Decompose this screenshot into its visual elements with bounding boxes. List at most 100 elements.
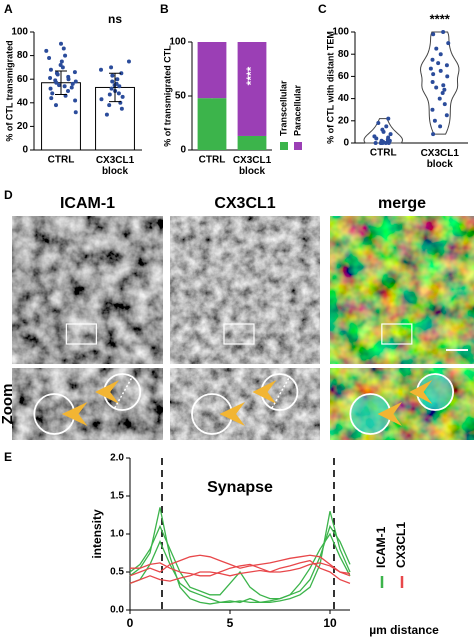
data-point <box>430 79 435 84</box>
data-point <box>126 59 131 64</box>
data-point <box>53 103 58 108</box>
data-point <box>72 70 77 75</box>
data-point <box>386 141 391 145</box>
data-point <box>66 77 71 82</box>
violin <box>363 118 403 144</box>
data-point <box>376 121 381 126</box>
data-point <box>441 83 446 88</box>
x-tick-label: 0 <box>127 616 134 630</box>
y-tick-label: 20 <box>338 115 350 126</box>
y-tick-label: 60 <box>338 71 350 82</box>
x-tick-label: CX3CL1 block <box>96 155 135 177</box>
micrograph <box>330 216 474 364</box>
arrowhead <box>95 380 120 404</box>
y-tick-label: 100 <box>332 27 349 38</box>
data-point <box>98 67 103 72</box>
data-point <box>73 98 78 103</box>
annotation: **** <box>244 66 258 85</box>
data-point <box>437 96 442 101</box>
row-label: Zoom <box>0 384 16 425</box>
y-tick-label: 100 <box>169 37 186 48</box>
y-tick-label: 40 <box>338 93 350 104</box>
data-point <box>73 79 78 84</box>
x-tick-label: 10 <box>323 616 337 630</box>
x-axis-label: µm distance <box>369 623 439 637</box>
panel-letter: A <box>4 2 13 16</box>
error-bar <box>55 70 67 96</box>
zoom-box <box>223 323 255 345</box>
data-point <box>48 76 53 81</box>
y-axis-label: % of CTL transmigrated <box>4 40 14 141</box>
arrowhead <box>61 402 88 426</box>
data-point <box>438 68 443 73</box>
data-point <box>62 84 67 89</box>
x-tick-label: CTRL <box>48 155 75 166</box>
legend-swatch <box>280 142 288 150</box>
data-point <box>438 124 443 129</box>
data-point <box>60 65 65 70</box>
data-point <box>441 30 446 34</box>
data-point <box>48 67 53 72</box>
zoom-box <box>65 323 97 345</box>
data-point <box>66 89 71 93</box>
x-tick-label: 5 <box>227 616 234 630</box>
x-tick-label: CTRL <box>199 155 226 166</box>
column-label: merge <box>378 195 426 212</box>
bar-segment <box>197 42 227 99</box>
data-point <box>434 46 439 51</box>
line-trace <box>129 559 351 585</box>
bar-segment <box>197 98 227 150</box>
x-tick-label: CX3CL1 block <box>233 155 272 177</box>
data-point <box>55 72 60 77</box>
data-point <box>48 86 53 91</box>
bar-segment <box>237 42 267 136</box>
micrograph <box>12 216 163 364</box>
data-point <box>99 97 104 102</box>
y-axis-label: % of CTL with distant TEM <box>325 31 335 144</box>
y-tick-label: 0 <box>180 145 186 156</box>
data-point <box>59 59 64 64</box>
data-point <box>119 106 124 111</box>
y-axis-label: intensity <box>90 509 104 559</box>
data-point <box>44 48 49 53</box>
legend-label: Paracellular <box>292 84 302 136</box>
data-point <box>436 61 441 66</box>
y-tick-label: 0.0 <box>110 605 124 616</box>
data-point <box>445 74 450 79</box>
micrograph <box>170 216 320 364</box>
data-point <box>440 91 445 96</box>
data-point <box>110 73 115 78</box>
data-point <box>104 112 109 117</box>
y-tick-label: 0 <box>343 138 349 149</box>
bar-segment <box>237 135 267 150</box>
legend-label: ICAM-1 <box>374 526 388 568</box>
data-point <box>63 53 68 58</box>
arrowhead <box>219 402 245 426</box>
y-tick-label: 0.5 <box>110 567 124 578</box>
data-point <box>109 86 114 91</box>
data-point <box>61 46 66 51</box>
x-tick-label: CX3CL1 block <box>421 148 460 170</box>
zoom-image <box>12 368 163 440</box>
data-point <box>115 77 120 82</box>
data-point <box>49 96 54 101</box>
data-point <box>386 116 391 121</box>
data-point <box>70 81 75 86</box>
zoom-image <box>330 368 474 440</box>
chart-title: Synapse <box>207 479 273 496</box>
data-point <box>428 66 433 71</box>
legend-label: CX3CL1 <box>394 522 408 568</box>
y-tick-label: 60 <box>17 74 29 85</box>
y-tick-label: 40 <box>17 97 29 108</box>
annotation: ns <box>108 12 122 26</box>
y-tick-label: 0 <box>22 145 28 156</box>
data-point <box>431 72 436 77</box>
violin <box>420 31 460 135</box>
data-point <box>432 118 437 123</box>
data-point <box>430 57 435 62</box>
y-tick-label: 2.0 <box>110 453 124 464</box>
data-point <box>388 132 393 137</box>
data-point <box>59 41 63 46</box>
data-point <box>431 132 436 137</box>
data-point <box>73 110 78 115</box>
